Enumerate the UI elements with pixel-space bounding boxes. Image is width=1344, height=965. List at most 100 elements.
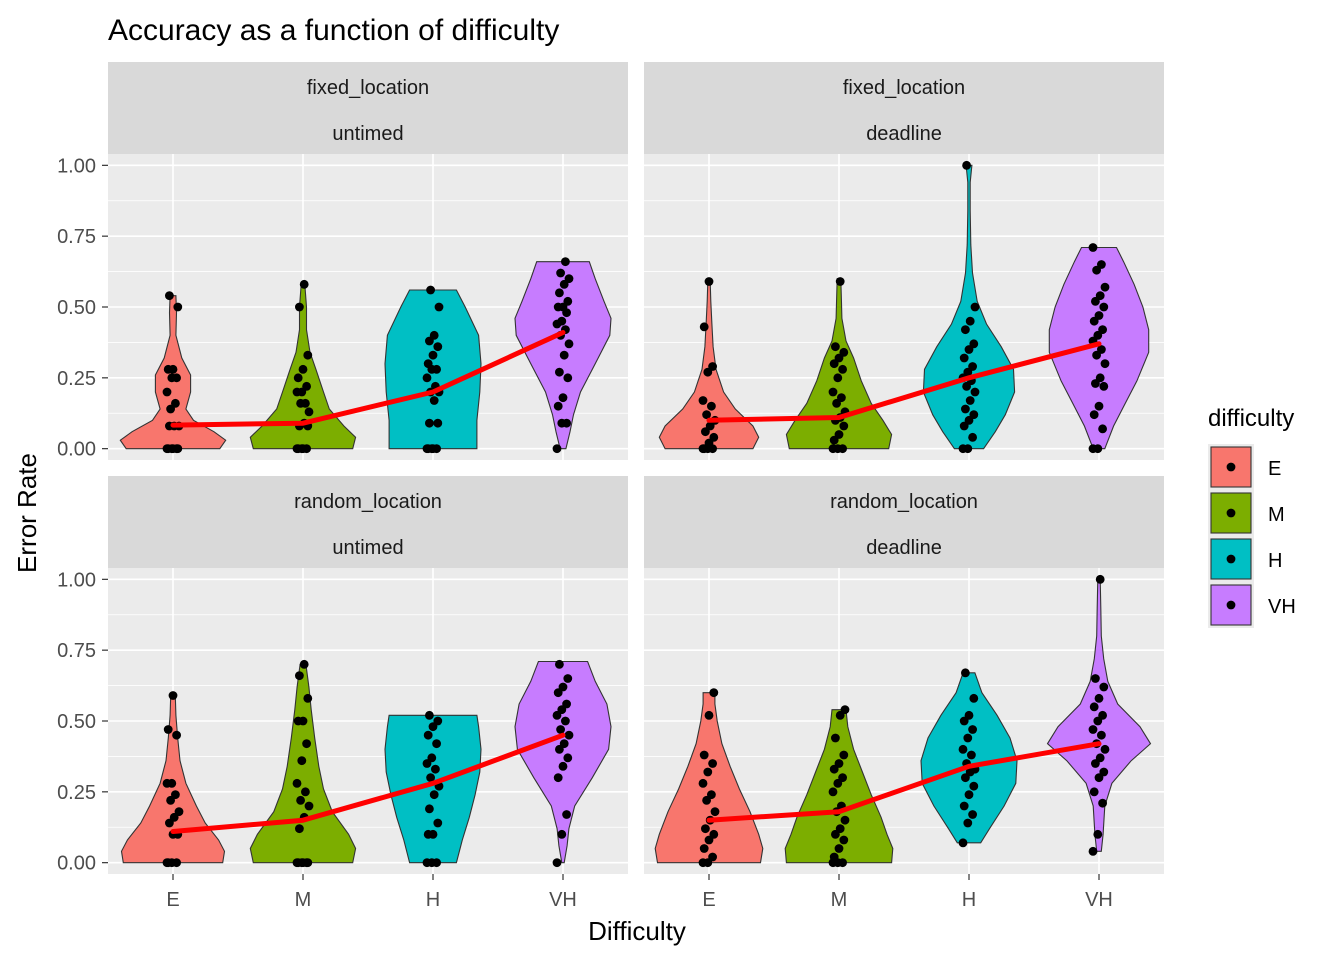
- data-point: [831, 733, 840, 743]
- data-point: [708, 362, 717, 371]
- data-point: [301, 398, 310, 408]
- data-point: [429, 396, 439, 405]
- data-point: [553, 773, 563, 783]
- data-point: [553, 401, 563, 411]
- data-point: [297, 756, 307, 766]
- x-tick-label: M: [831, 889, 848, 911]
- data-point: [698, 778, 708, 788]
- data-point: [1095, 291, 1105, 301]
- data-point: [1088, 846, 1098, 856]
- data-point: [168, 691, 178, 700]
- data-point: [428, 829, 438, 839]
- y-tick-label: 1.00: [57, 155, 96, 177]
- facet-strip-label-top: fixed_location: [307, 77, 429, 99]
- x-tick-label: M: [295, 889, 312, 911]
- data-point: [303, 350, 313, 360]
- data-point: [168, 364, 178, 374]
- data-point: [1098, 710, 1107, 720]
- facet-strip-label-bottom: deadline: [866, 537, 942, 559]
- x-axis-title: Difficulty: [588, 916, 686, 946]
- data-point: [703, 767, 713, 777]
- legend-item-M: M: [1208, 490, 1285, 536]
- data-point: [707, 401, 716, 411]
- data-point: [563, 296, 573, 306]
- x-tick-label: VH: [549, 889, 577, 911]
- data-point: [707, 790, 716, 800]
- x-tick-label: E: [166, 889, 179, 911]
- legend-label: H: [1268, 550, 1282, 572]
- data-point: [709, 688, 719, 698]
- data-point: [298, 364, 308, 374]
- data-point: [958, 838, 968, 848]
- legend-label: VH: [1268, 596, 1296, 618]
- legend-item-VH: VH: [1208, 582, 1296, 628]
- data-point: [171, 398, 180, 408]
- data-point: [829, 852, 839, 862]
- data-point: [968, 810, 977, 819]
- data-point: [1099, 302, 1109, 312]
- data-point: [963, 818, 973, 828]
- data-point: [1099, 381, 1109, 391]
- data-point: [431, 764, 440, 774]
- data-point: [709, 432, 719, 442]
- data-point: [303, 693, 313, 703]
- data-point: [562, 699, 571, 709]
- data-point: [303, 858, 313, 868]
- data-point: [833, 373, 843, 383]
- data-point: [962, 160, 971, 170]
- data-point: [304, 801, 314, 811]
- data-point: [557, 829, 567, 839]
- data-point: [173, 444, 183, 454]
- data-point: [961, 404, 970, 414]
- data-point: [564, 339, 574, 349]
- data-point: [967, 750, 976, 760]
- data-point: [163, 725, 173, 734]
- data-point: [1088, 243, 1098, 252]
- data-point: [559, 350, 569, 360]
- data-point: [828, 787, 838, 797]
- data-point: [838, 364, 847, 374]
- data-point: [839, 835, 849, 845]
- facet-strip: [644, 62, 1164, 154]
- data-point: [426, 773, 435, 783]
- data-point: [298, 444, 308, 454]
- data-point: [699, 750, 709, 760]
- y-tick-label: 0.00: [57, 439, 96, 461]
- data-point: [295, 671, 304, 681]
- data-point: [959, 801, 969, 811]
- facet-strip-label-bottom: untimed: [332, 123, 403, 145]
- data-point: [701, 824, 710, 834]
- legend-item-E: E: [1208, 444, 1281, 490]
- data-point: [558, 393, 568, 403]
- violin-H: [384, 714, 482, 864]
- data-point: [426, 285, 435, 295]
- facet-panel: fixed_location deadline: [644, 62, 1164, 460]
- legend-title: difficulty: [1208, 405, 1294, 432]
- data-point: [699, 322, 709, 332]
- data-point: [295, 302, 304, 312]
- data-point: [429, 790, 439, 800]
- data-point: [1089, 410, 1099, 420]
- legend-label: E: [1268, 458, 1281, 480]
- y-axis-title: Error Rate: [12, 453, 42, 573]
- data-point: [831, 342, 840, 352]
- data-point: [174, 807, 184, 817]
- facet-strip: [108, 62, 628, 154]
- data-point: [423, 359, 433, 369]
- data-point: [961, 668, 970, 678]
- mean-line: [706, 341, 1102, 423]
- data-point: [296, 795, 305, 805]
- data-point: [564, 730, 574, 740]
- data-point: [959, 353, 969, 363]
- chart-title: Accuracy as a function of difficulty: [108, 14, 559, 47]
- data-point: [704, 710, 714, 720]
- facet-strip-label-bottom: untimed: [332, 537, 403, 559]
- data-point: [562, 810, 571, 819]
- data-point: [172, 373, 182, 383]
- data-point: [556, 725, 565, 734]
- data-point: [838, 773, 847, 783]
- data-point: [172, 730, 182, 740]
- data-point: [433, 418, 443, 428]
